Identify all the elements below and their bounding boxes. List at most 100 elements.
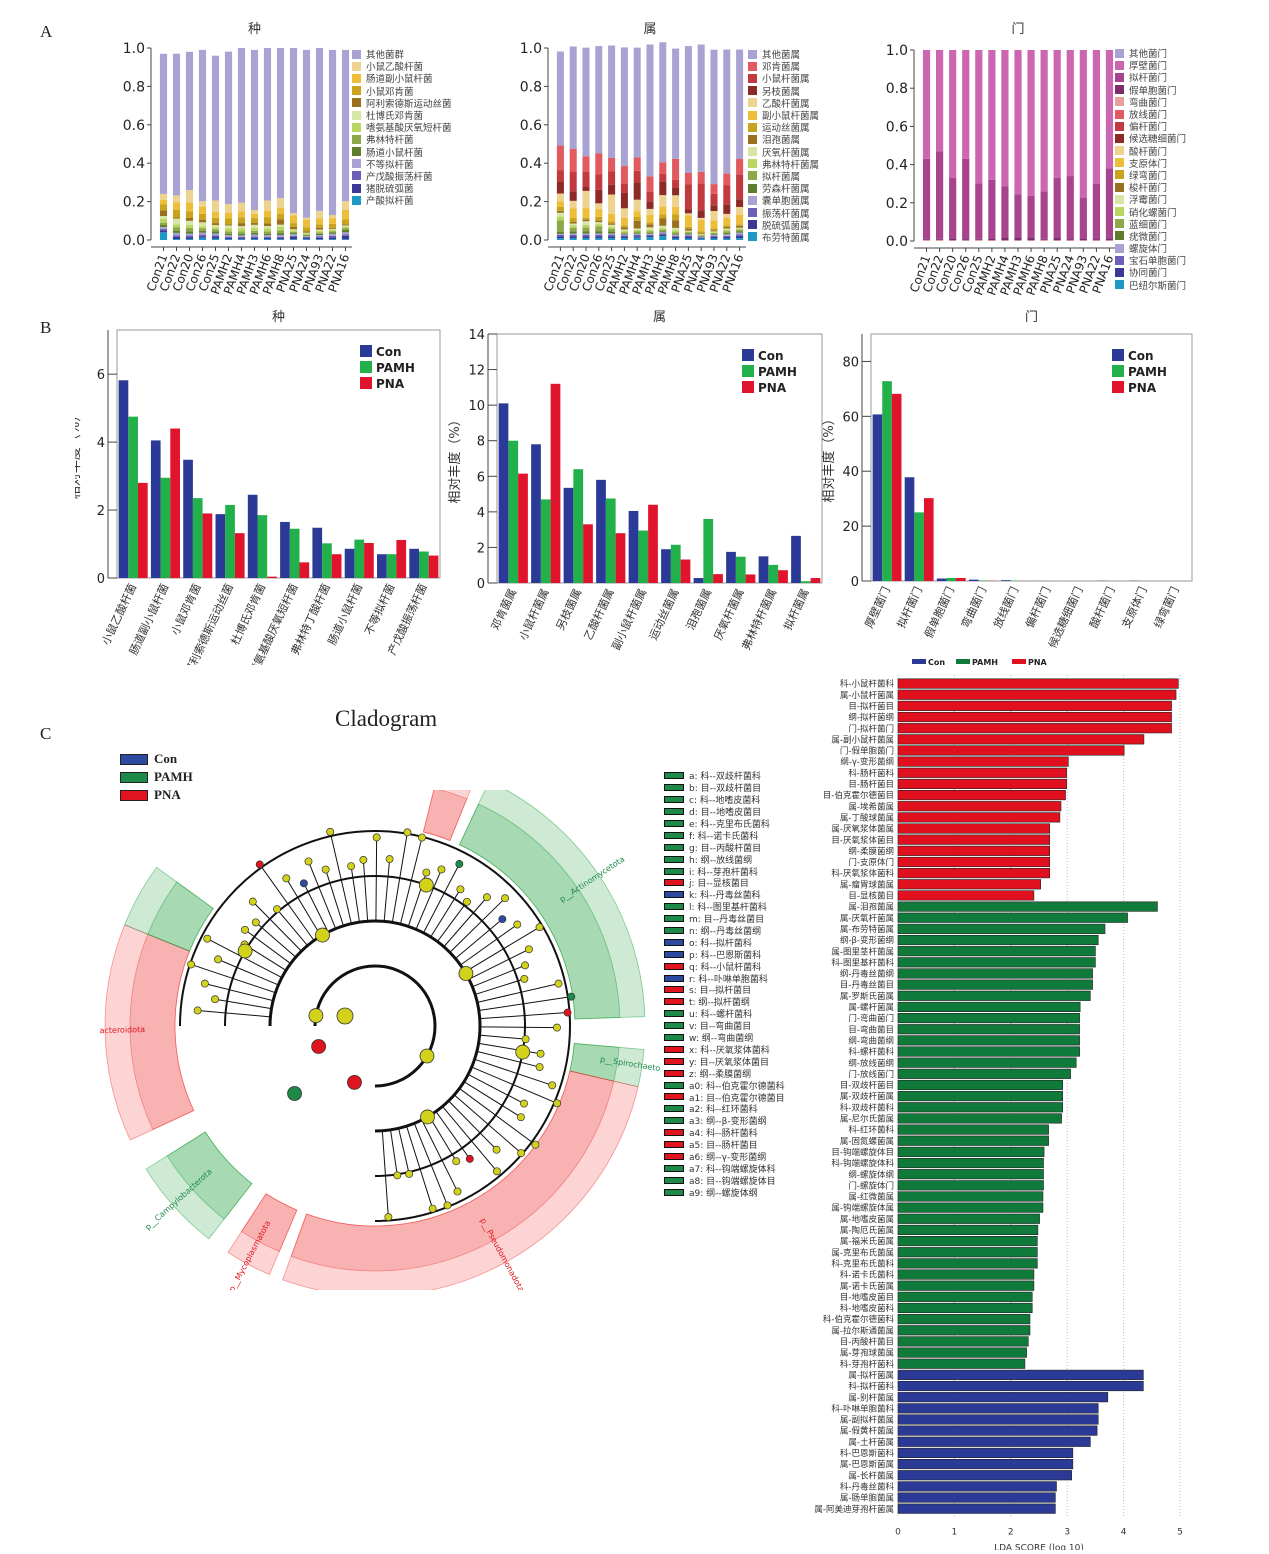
legend-swatch [352,73,361,83]
lda-label: 属-图里茎杆菌属 [831,946,894,957]
bar-segment [172,227,181,231]
legend-item: 肠道小鼠杆菌 [352,146,452,159]
cladogram-key-item: d: 目--地嗜皮菌目 [664,806,785,818]
bar-con [409,548,420,578]
legend-item: 浮霉菌门 [1115,193,1186,206]
bar-segment [159,230,168,233]
bar-pna [170,428,180,578]
bar-pna [234,533,245,578]
bar-segment [341,201,350,210]
y-tick-label: 0 [477,577,485,592]
lda-label: 科-芽孢杆菌科 [840,1359,895,1370]
clade-highlight [290,1070,615,1272]
legend-swatch [1115,170,1124,180]
bar-segment [697,237,705,239]
bar-segment [224,228,233,232]
tree-node [567,992,576,1001]
bar-segment [159,226,168,229]
cladogram-key-item: s: 目--拟杆菌目 [664,984,785,996]
lda-bar [897,778,1067,789]
bar-segment [595,174,603,190]
bar-segment [684,235,692,237]
bar-segment [646,235,654,236]
lda-bar [897,1191,1044,1202]
legend-item: 其他菌群 [352,48,452,61]
bar-segment [646,208,654,215]
tree-branch [463,1081,522,1118]
bar-con [628,510,639,583]
bar-segment [582,235,590,237]
y-tick-label: 4 [477,506,485,521]
lda-bar [897,689,1177,700]
bar-segment [569,236,577,239]
bar-con [498,403,509,583]
bar-segment [1040,50,1048,192]
legend-swatch [1115,60,1124,70]
tree-node [237,943,253,959]
bar-segment [595,209,603,217]
bar-segment [975,50,983,184]
legend-swatch [664,1022,684,1030]
legend-label: PAMH [758,365,797,379]
cladogram-key-item: a1: 目--伯克霍尔德菌目 [664,1091,785,1104]
bar-pamh [160,477,171,578]
bar-segment [633,233,641,236]
key-label: a8: 目--钩端螺旋体目 [689,1176,776,1187]
tree-node [211,995,219,1004]
y-tick-label: 0.2 [520,195,542,211]
x-tick-label: 邓肯菌属 [489,587,519,632]
lda-bar [897,1202,1044,1213]
bar-segment [633,157,641,171]
lda-bar [897,790,1066,801]
bar-segment [556,235,564,237]
cladogram-key-item: n: 纲--丹毒丝菌纲 [664,925,785,937]
bar-segment [620,47,628,167]
legend-item: 弯曲菌门 [1115,96,1186,109]
bar-pna [891,393,902,581]
bar-segment [922,50,931,159]
legend-swatch [742,349,754,361]
bar-pamh [354,539,365,578]
bar-segment [250,227,259,231]
bar-segment [736,235,744,239]
x-tick-label: 放线菌门 [990,584,1021,630]
tree-branch [459,1088,536,1146]
bar-segment [684,215,692,227]
bar-segment [302,233,311,235]
key-label: j: 目--显核菌目 [689,879,749,890]
bar-segment [263,217,272,224]
legend-species: 其他菌群 小鼠乙酸杆菌 肠道副小鼠杆菌 小鼠邓肯菌 阿利索德斯运动丝菌 杜博氏邓肯菌 嗜氨基… [352,48,452,207]
lda-bar [897,1403,1099,1414]
bar-segment [1105,50,1114,169]
legend-label: 梭杆菌门 [1129,183,1168,195]
lda-bar [897,1380,1144,1392]
bar-con [531,444,541,583]
legend-swatch [664,772,684,780]
legend-swatch [1115,219,1124,229]
lda-label: 纲-柔膜菌纲 [848,846,894,857]
bar-segment [569,227,577,232]
bar-segment [569,235,577,237]
lda-bar [897,1180,1044,1191]
bar-segment [659,234,667,237]
key-label: y: 目--厌氧浆体菌目 [689,1057,770,1068]
clade-label: p__Bacteroidota [100,1025,145,1036]
bar-segment [328,228,337,231]
bar-segment [556,212,564,217]
bar-segment [710,49,718,185]
bar-segment [302,227,311,232]
legend-swatch [360,377,372,389]
cladogram-legend-item: PNA [120,786,193,804]
lda-label: 科-卟啉单胞菌科 [831,1403,894,1414]
tree-ring [313,964,437,1088]
bar-segment [646,201,654,209]
bar-segment [646,224,654,228]
bar-segment [595,222,603,225]
bar-segment [659,228,667,230]
bar-segment [1027,240,1035,241]
lda-label: 纲-β-变形菌纲 [840,935,894,946]
legend-label: 厚壁菌门 [1129,61,1168,73]
clade-highlight [422,790,468,842]
bar-pamh [128,416,138,578]
bar-segment [198,236,207,238]
